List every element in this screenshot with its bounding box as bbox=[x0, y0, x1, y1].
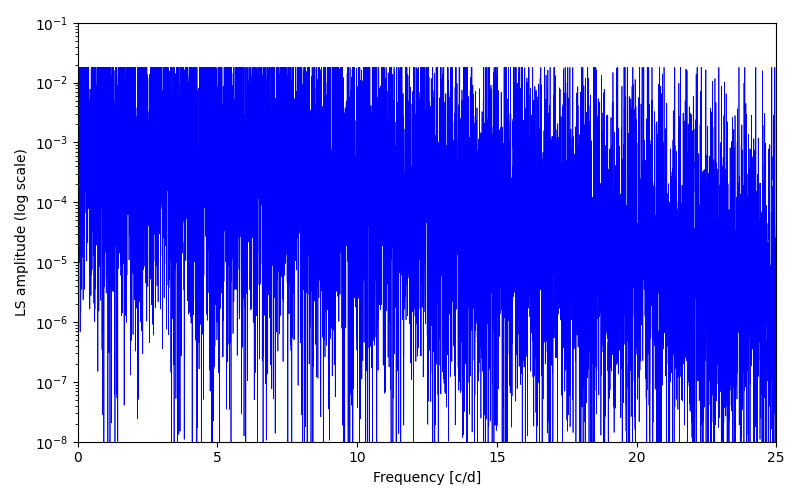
X-axis label: Frequency [c/d]: Frequency [c/d] bbox=[373, 471, 481, 485]
Y-axis label: LS amplitude (log scale): LS amplitude (log scale) bbox=[15, 148, 29, 316]
